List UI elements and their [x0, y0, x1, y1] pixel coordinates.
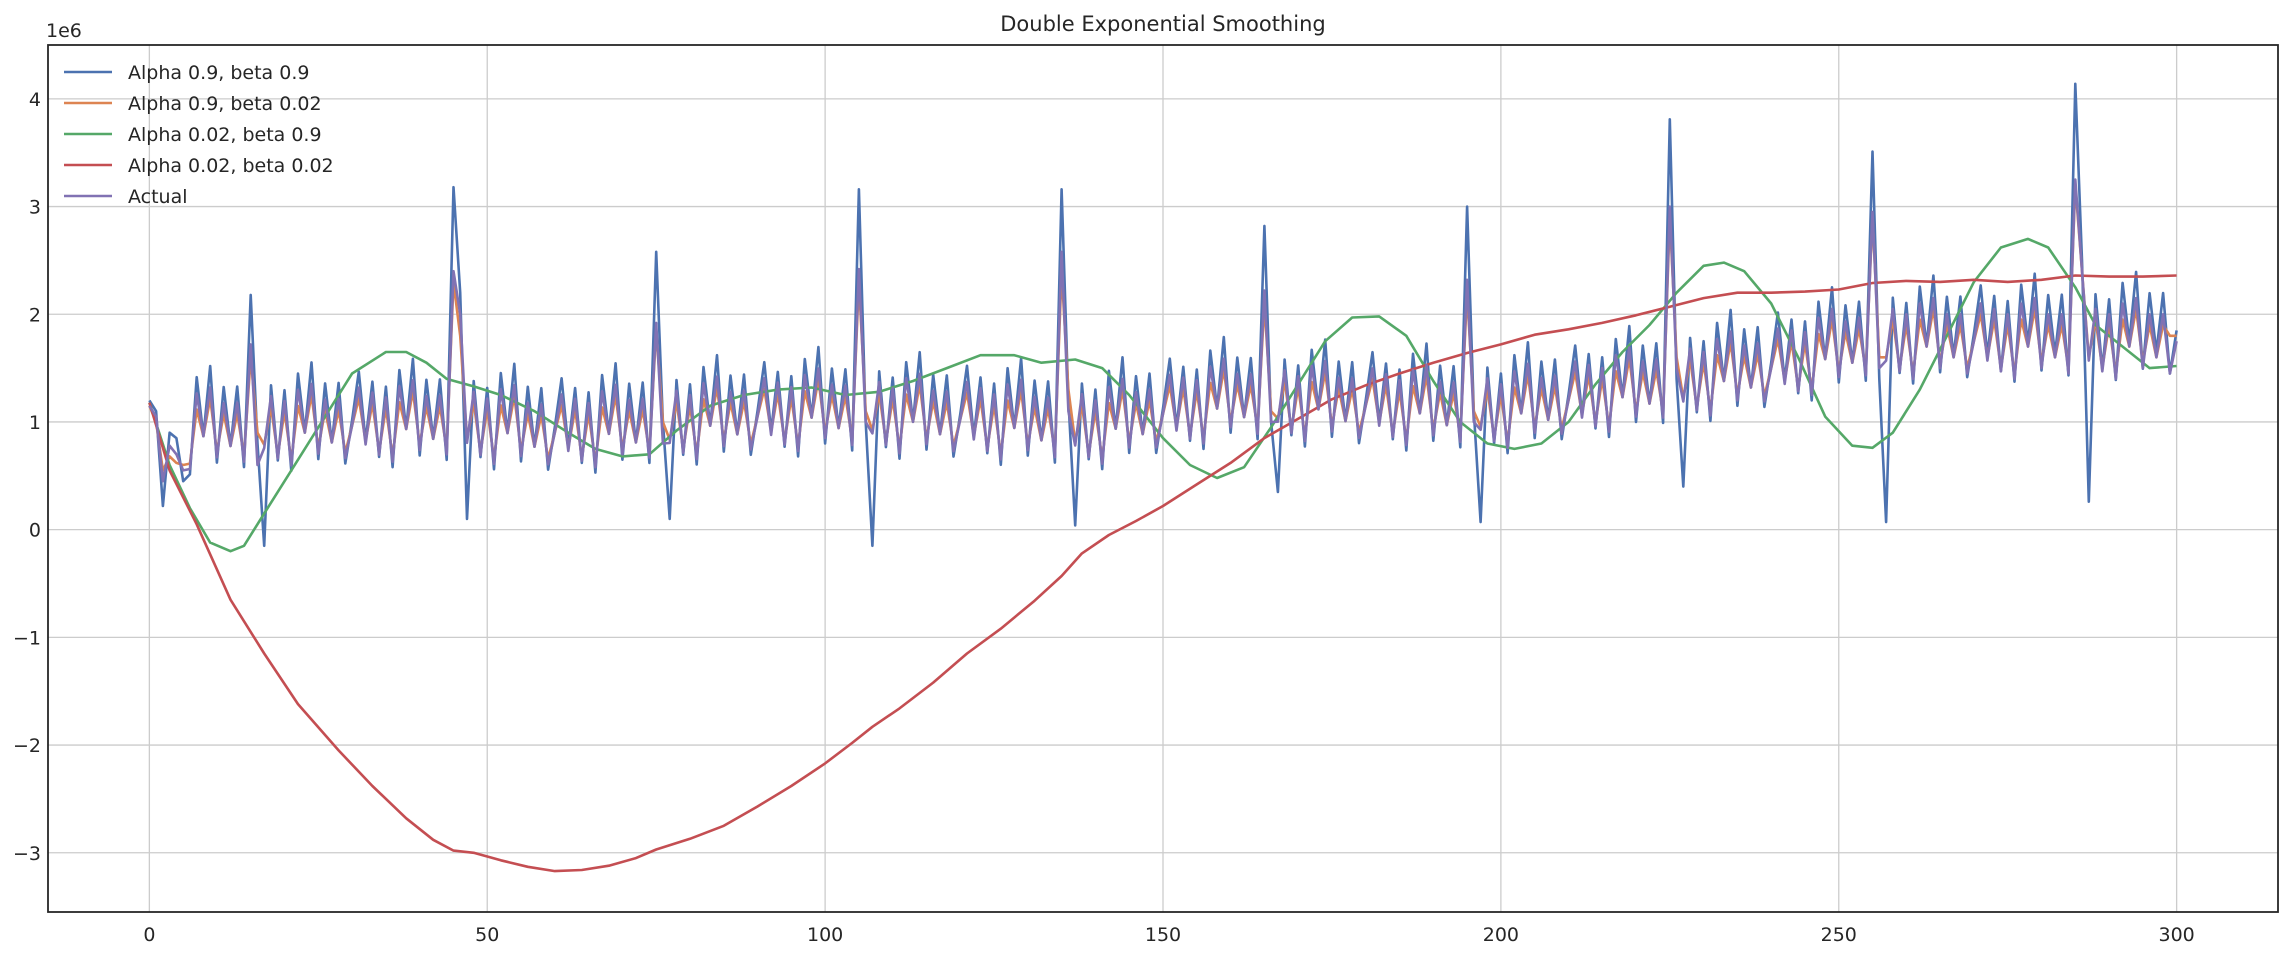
- legend-label: Alpha 0.02, beta 0.02: [128, 155, 334, 177]
- x-tick-label: 0: [143, 924, 155, 946]
- y-tick-label: −2: [13, 735, 41, 757]
- y-offset-label: 1e6: [46, 20, 82, 42]
- chart-title: Double Exponential Smoothing: [1000, 12, 1325, 36]
- series-line: [148, 178, 2178, 483]
- y-tick-label: 1: [29, 412, 41, 434]
- x-tick-label: 200: [1483, 924, 1519, 946]
- y-tick-label: 3: [29, 197, 41, 219]
- legend-label: Alpha 0.9, beta 0.9: [128, 62, 309, 84]
- legend: Alpha 0.9, beta 0.9 Alpha 0.9, beta 0.02 A…: [64, 62, 334, 208]
- y-tick-label: 2: [29, 304, 41, 326]
- y-tick-label: −3: [13, 843, 41, 865]
- x-tick-label: 250: [1821, 924, 1857, 946]
- legend-label: Alpha 0.9, beta 0.02: [128, 93, 322, 115]
- legend-label: Alpha 0.02, beta 0.9: [128, 124, 322, 146]
- series-lines: [148, 82, 2178, 873]
- tick-labels: 0 50 100 150 200 250 300 −3 −2 −1 0 1 2 3 4: [13, 89, 2195, 946]
- x-tick-label: 50: [475, 924, 499, 946]
- x-tick-label: 300: [2159, 924, 2195, 946]
- plot-frame: [47, 44, 2279, 913]
- legend-label: Actual: [128, 186, 188, 208]
- y-tick-label: 4: [29, 89, 41, 111]
- y-tick-label: 0: [29, 520, 41, 542]
- x-tick-label: 100: [807, 924, 843, 946]
- series-line: [148, 237, 2177, 553]
- series-line: [148, 274, 2177, 873]
- x-tick-label: 150: [1145, 924, 1181, 946]
- y-tick-label: −1: [13, 627, 41, 649]
